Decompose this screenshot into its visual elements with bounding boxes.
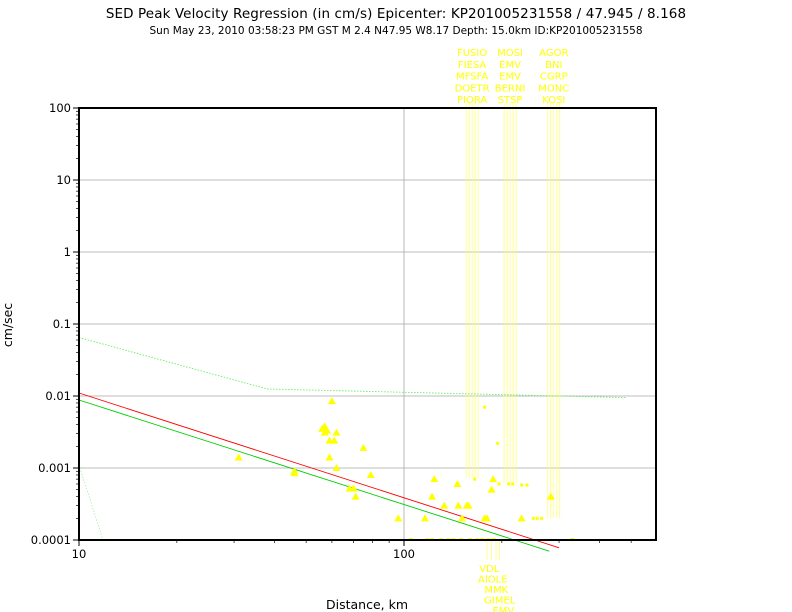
station-label: AGOR [539,48,568,59]
regression-line-3 [78,337,626,399]
station-label: BERNI [495,83,526,94]
small-marker [520,483,524,487]
station-label: BNI [545,60,562,71]
data-point-triangle [546,492,555,500]
data-point-triangle [330,436,339,444]
small-marker [497,482,501,486]
station-label: VDL [479,564,500,575]
small-marker [535,516,539,520]
data-point-triangle [453,479,462,487]
small-marker [525,483,529,487]
small-marker [496,441,500,445]
data-point-triangle [351,492,360,500]
data-point-triangle [458,514,467,522]
small-station-markers [473,405,544,520]
y-tick-label: 100 [49,101,71,115]
station-label: FUSIO [457,48,487,59]
station-label: PIORA [457,95,487,106]
station-label: MOSI [497,48,523,59]
data-point-triangle [420,514,429,522]
data-point-triangle [454,501,463,509]
station-label: MFSFA [456,72,488,83]
data-point-triangle [489,475,498,483]
station-label: KOSI [542,95,565,106]
data-point-triangle [482,514,491,522]
y-tick-label: 0.01 [45,389,71,403]
station-label: EMV [499,60,521,71]
station-label: EMV [492,606,514,612]
y-tick-label: 0.001 [38,461,71,475]
station-label: MMK [484,585,508,596]
y-axis-label: cm/sec [0,303,15,347]
data-point-triangle [349,484,358,492]
station-connectors [465,103,561,560]
data-point-triangle [290,469,299,477]
data-points [234,397,575,541]
y-tick-label: 0.0001 [31,533,71,547]
small-marker [483,405,487,409]
station-label: FIESA [458,60,487,71]
small-marker [507,482,511,486]
data-point-triangle [440,501,449,509]
small-marker [473,477,477,481]
regression-line-2 [78,399,550,552]
data-point-triangle [359,443,368,451]
chart-subtitle: Sun May 23, 2010 03:58:23 PM GST M 2.4 N… [149,25,643,37]
regression-line-1 [78,392,560,549]
data-point-triangle [517,514,526,522]
model-edge-line [78,464,104,541]
tick-labels: 0.0001 0.001 0.01 0.1 1 10 100 10 100 [31,101,415,561]
station-label: DOETR [455,83,490,94]
axis-ticks [73,107,632,546]
x-tick-label: 10 [72,547,87,561]
data-point-triangle [394,514,403,522]
y-tick-label: 10 [56,173,71,187]
data-point-triangle [323,426,332,434]
x-tick-label: 100 [393,547,415,561]
plot-frame [78,107,657,541]
data-point-triangle [428,492,437,500]
station-label: CGRP [540,72,568,83]
data-point-triangle [430,475,439,483]
data-point-triangle [487,485,496,493]
station-label: AIOLE [478,575,508,586]
regression-lines [78,337,626,552]
small-marker [540,516,544,520]
data-point-triangle [234,453,243,461]
data-point-triangle [332,428,341,436]
data-point-triangle [464,501,473,509]
small-marker [531,516,535,520]
x-axis-label: Distance, km [326,597,408,612]
station-labels-top: FUSIOFIESAMFSFADOETRPIORAMOSIEMVEMVBERNI… [455,48,570,106]
chart-title: SED Peak Velocity Regression (in cm/s) E… [105,6,687,22]
data-point-triangle [327,397,336,405]
data-point-triangle [325,453,334,461]
station-label: STSP [498,95,523,106]
station-label: GIMEL [484,596,516,607]
y-tick-label: 1 [64,245,71,259]
station-label: EMV [499,72,521,83]
y-tick-label: 0.1 [53,317,71,331]
small-marker [511,482,515,486]
station-label: MONC [538,83,569,94]
data-point-triangle [366,470,375,478]
data-point-triangle [332,464,341,471]
